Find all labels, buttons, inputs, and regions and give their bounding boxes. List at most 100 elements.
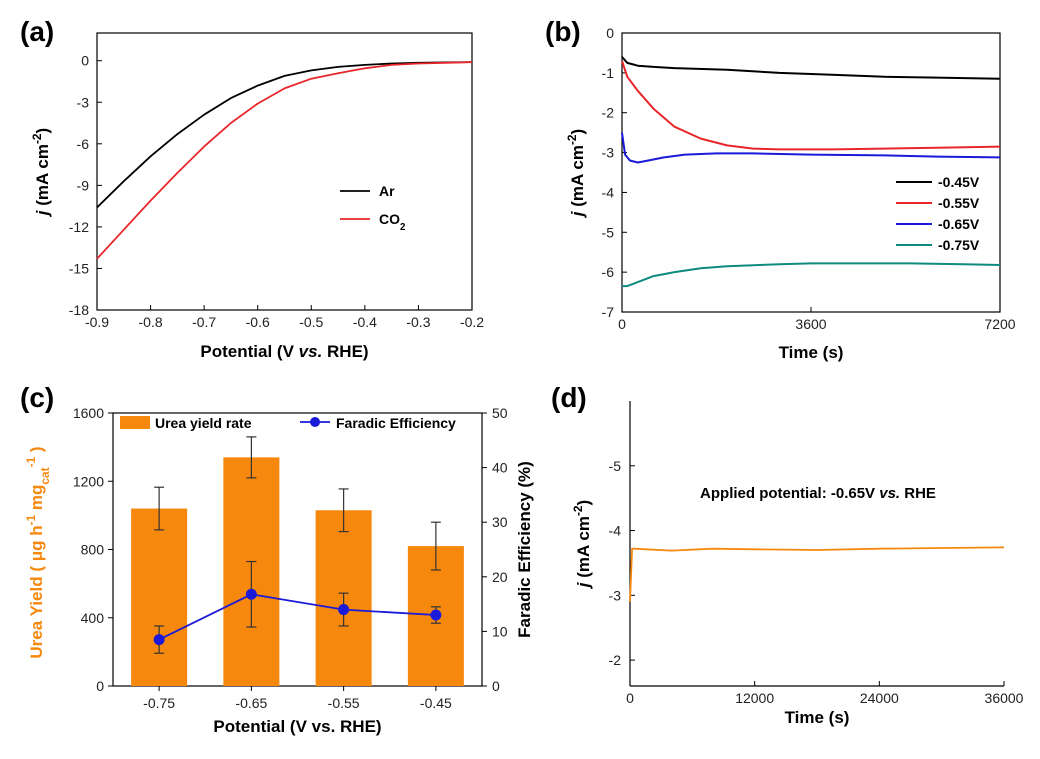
- series-line-2: [621, 132, 1001, 164]
- series-line-0: [621, 56, 1001, 80]
- legend-entry: -0.55V: [938, 195, 980, 211]
- y-tick-label: -5: [609, 458, 622, 474]
- y-tick-label: -3: [77, 94, 90, 110]
- y-tick-label: -4: [602, 184, 615, 200]
- y-tick-label: -2: [609, 652, 622, 668]
- panel-c: -0.75 -0.65 -0.55 -0.45 0 400 800 1200 1600 0 10 20…: [20, 382, 534, 736]
- x-tick-label: -0.6: [246, 314, 270, 330]
- x-tick-label: 36000: [985, 690, 1024, 706]
- y-tick-label: -1: [602, 65, 615, 81]
- series-line-3: [622, 262, 1001, 288]
- fe-point: [245, 588, 257, 600]
- y-axis-label-part: ): [568, 129, 587, 135]
- x-axis-label: Time (s): [779, 343, 844, 362]
- legend-entry: Ar: [379, 183, 395, 199]
- x-axis-label: Potential (V vs. RHE): [213, 717, 381, 736]
- y-tick-label: -15: [69, 260, 89, 276]
- fe-point: [338, 604, 350, 616]
- x-tick-label: 7200: [984, 316, 1015, 332]
- y-tick-label: -6: [77, 136, 90, 152]
- x-tick-label: -0.3: [406, 314, 430, 330]
- y-axis-label: j (mA cm-2): [571, 500, 593, 589]
- fe-point: [430, 609, 442, 621]
- series-line-1: [621, 60, 1001, 151]
- y-axis-label-part: (mA cm: [568, 145, 587, 211]
- legend-entry: -0.75V: [938, 237, 980, 253]
- fe-point: [153, 634, 165, 646]
- x-axis-label: Time (s): [785, 708, 850, 727]
- x-tick-label: 12000: [735, 690, 774, 706]
- x-axis-label-part: vs.: [299, 342, 323, 361]
- y-tick-label: 0: [81, 53, 89, 69]
- x-axis-label-part: RHE): [322, 342, 368, 361]
- legend-entry-part: CO: [379, 211, 400, 227]
- annotation-part: Applied potential: -0.65V: [700, 485, 879, 502]
- y-tick-label: 400: [81, 610, 105, 626]
- x-axis-label: Potential (V vs. RHE): [200, 342, 368, 361]
- y-tick-label: -7: [602, 304, 615, 320]
- y2-tick-label: 40: [492, 460, 508, 476]
- x-axis-label-part: Potential (V: [200, 342, 298, 361]
- y-tick-label: -5: [602, 224, 615, 240]
- legend-entry: Faradic Efficiency: [336, 415, 456, 431]
- panel-label: (c): [20, 382, 54, 413]
- legend-entry-part: 2: [400, 222, 406, 233]
- x-tick-label: -0.65: [235, 695, 267, 711]
- x-tick-label: -0.45: [420, 695, 452, 711]
- y-tick-label: -12: [69, 219, 89, 235]
- y-tick-label: 1600: [73, 405, 104, 421]
- y-axis-label: j (mA cm-2): [30, 128, 52, 217]
- legend-marker: [310, 417, 320, 427]
- y2-tick-label: 10: [492, 623, 508, 639]
- y-tick-label: 0: [96, 678, 104, 694]
- y-axis-label-part: ): [574, 500, 593, 506]
- x-tick-label: 0: [626, 690, 634, 706]
- x-tick-label: -0.7: [192, 314, 216, 330]
- y-axis-label-part: j: [33, 209, 52, 217]
- x-tick-label: 24000: [860, 690, 899, 706]
- x-tick-label: -0.8: [139, 314, 163, 330]
- annotation-part: RHE: [900, 485, 936, 502]
- legend-entry: CO2: [379, 211, 406, 233]
- y2-tick-label: 20: [492, 569, 508, 585]
- panel-label: (d): [551, 382, 587, 413]
- series-line-0: [96, 61, 473, 209]
- y-tick-label: 1200: [73, 473, 104, 489]
- y-axis-label-part: -2: [565, 134, 579, 145]
- y-tick-label: -3: [602, 145, 615, 161]
- legend-entry: -0.45V: [938, 174, 980, 190]
- fe-line: [158, 593, 436, 641]
- x-tick-label: -0.9: [85, 314, 109, 330]
- y-axis-label-part: ): [27, 446, 46, 456]
- y-tick-label: -6: [602, 264, 615, 280]
- y2-tick-label: 0: [492, 678, 500, 694]
- x-tick-label: -0.2: [460, 314, 484, 330]
- y-axis-label-part: -2: [571, 505, 585, 516]
- x-tick-label: 3600: [795, 316, 826, 332]
- legend-entry: -0.65V: [938, 216, 980, 232]
- y-axis-label-part: (mA cm: [574, 516, 593, 582]
- y-tick-label: -4: [609, 523, 622, 539]
- panel-label: (a): [20, 16, 54, 47]
- panel-label: (b): [545, 16, 581, 47]
- y-tick-label: -9: [77, 177, 90, 193]
- series-line-1: [96, 61, 473, 260]
- x-tick-label: 0: [618, 316, 626, 332]
- x-tick-label: -0.75: [143, 695, 175, 711]
- y2-axis-label: Faradic Efficiency (%): [515, 461, 534, 638]
- y-axis-label-part: j: [568, 210, 587, 218]
- y2-tick-label: 30: [492, 514, 508, 530]
- panel-d: 0 12000 24000 36000 -2 -3 -4 -5 Applied potentia…: [551, 382, 1024, 727]
- y-tick-label: 800: [81, 542, 105, 558]
- x-tick-label: -0.55: [328, 695, 360, 711]
- y-axis-label: Urea Yield ( μg h-1 mgcat-1 ): [24, 446, 52, 658]
- annotation: Applied potential: -0.65V vs. RHE: [700, 485, 936, 502]
- y-tick-label: 0: [606, 25, 614, 41]
- y-axis-label-part: ): [33, 128, 52, 134]
- y-axis-label-part: Urea Yield ( μg h: [27, 525, 46, 658]
- bar: [131, 508, 188, 686]
- y2-tick-label: 50: [492, 405, 508, 421]
- legend-entry: Urea yield rate: [155, 415, 252, 431]
- y-axis-label-part: -2: [30, 133, 44, 144]
